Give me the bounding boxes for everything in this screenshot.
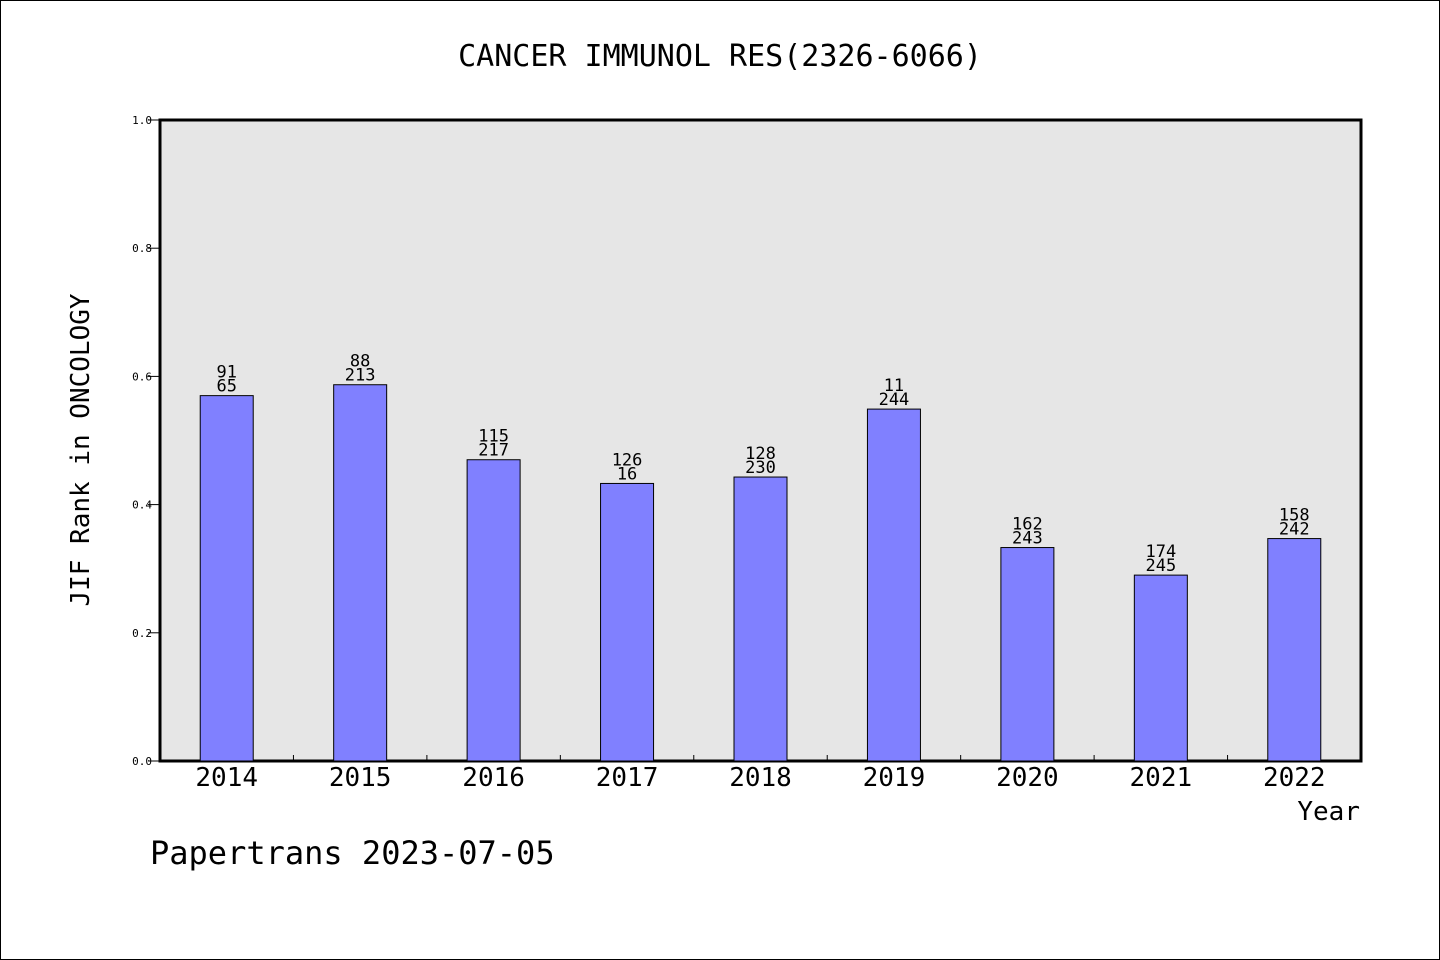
bar: [600, 482, 655, 762]
x-tick-label: 2015: [329, 763, 392, 793]
x-tick-label: 2022: [1263, 763, 1326, 793]
bar-label-total: 230: [745, 458, 776, 478]
bar-label-rank: 162: [1012, 515, 1043, 535]
bar: [466, 459, 521, 762]
bar-label-total: 213: [345, 366, 376, 386]
bar-label-rank: 128: [745, 444, 776, 464]
chart-title: CANCER IMMUNOL RES(2326-6066): [458, 39, 982, 74]
x-tick-label: 2020: [996, 763, 1059, 793]
bar: [1000, 547, 1055, 762]
x-tick-label: 2017: [596, 763, 659, 793]
bar-label-total: 217: [478, 441, 509, 461]
y-tick-label: 1.0: [132, 114, 152, 127]
bar-label-total: 65: [216, 377, 236, 397]
bar: [733, 476, 788, 762]
x-tick-label: 2018: [729, 763, 792, 793]
bar-label-rank: 126: [612, 450, 643, 470]
y-tick-label: 0.2: [132, 627, 152, 640]
bars-group: [199, 384, 1322, 762]
bar-label-rank: 174: [1145, 542, 1176, 562]
bar-label-rank: 115: [478, 427, 509, 447]
bar-label-total: 245: [1145, 556, 1176, 576]
bar-label-total: 244: [879, 390, 910, 410]
y-tick-label: 0.6: [132, 370, 152, 383]
x-tick-label: 2019: [863, 763, 926, 793]
bar-label-rank: 91: [216, 363, 236, 383]
x-tick-label: 2014: [195, 763, 258, 793]
bar-label-rank: 88: [350, 352, 370, 372]
bar-label-total: 16: [617, 464, 637, 484]
y-axis-label: JIF Rank in ONCOLOGY: [66, 293, 96, 606]
y-tick-label: 0.8: [132, 242, 152, 255]
y-tick-label: 0.0: [132, 755, 152, 768]
bar-label-rank: 158: [1279, 506, 1310, 526]
x-axis: 2014 2015 2016 2017 2018 2019 2020 2021 2022: [195, 755, 1326, 793]
bar: [1133, 574, 1188, 762]
footer-text: Papertrans 2023-07-05: [150, 834, 555, 872]
x-tick-label: 2021: [1130, 763, 1193, 793]
bar-label-rank: 11: [884, 376, 904, 396]
x-axis-label: Year: [1297, 797, 1360, 827]
bar: [1267, 538, 1322, 762]
bar: [333, 384, 388, 762]
bar: [199, 395, 254, 762]
bar-label-total: 243: [1012, 529, 1043, 549]
bar-label-total: 242: [1279, 520, 1310, 540]
x-tick-label: 2016: [462, 763, 525, 793]
y-axis: 0.0 0.2 0.4 0.6 0.8 1.0: [132, 114, 160, 768]
bar: [866, 408, 921, 762]
y-tick-label: 0.4: [132, 499, 152, 512]
